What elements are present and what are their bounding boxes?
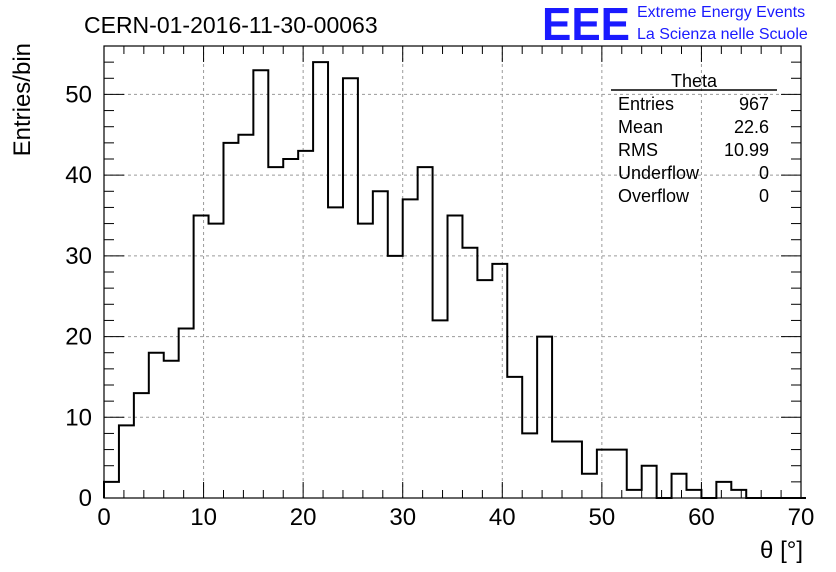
stats-rms-value: 10.99: [724, 140, 769, 160]
histogram-bin: [268, 167, 283, 498]
histogram-bin: [179, 329, 194, 499]
eee-logo-line1: Extreme Energy Events: [637, 4, 805, 21]
histogram-bin: [119, 425, 134, 498]
x-tick-label: 60: [688, 504, 715, 531]
histogram-bin: [477, 280, 492, 498]
histogram-bin: [597, 450, 612, 498]
stats-mean-label: Mean: [618, 117, 663, 137]
histogram-bin: [507, 377, 522, 498]
grid-lines: [104, 46, 801, 498]
histogram-bin: [373, 191, 388, 498]
histogram-bin: [209, 224, 224, 498]
histogram-bin: [343, 78, 358, 498]
x-tick-label: 70: [788, 504, 815, 531]
stats-underflow-label: Underflow: [618, 163, 700, 183]
histogram-bin: [223, 143, 238, 498]
y-axis-label: Entries/bin: [9, 43, 36, 156]
y-tick-label: 0: [79, 485, 92, 512]
stats-box: Theta Entries 967 Mean 22.6 RMS 10.99 Un…: [611, 71, 777, 206]
histogram-bin: [582, 474, 597, 498]
eee-logo-text: EEE: [542, 0, 630, 50]
histogram-bin: [716, 482, 731, 498]
histogram-bin: [403, 199, 418, 498]
histogram-bin: [612, 450, 627, 498]
y-tick-label: 30: [65, 243, 92, 270]
histogram-bin: [418, 167, 433, 498]
histogram-bin: [104, 482, 119, 498]
stats-overflow-label: Overflow: [618, 186, 690, 206]
histogram-bin: [642, 466, 657, 498]
y-tick-label: 10: [65, 404, 92, 431]
stats-entries-value: 967: [739, 94, 769, 114]
histogram-bin: [627, 490, 642, 498]
histogram-bin: [238, 135, 253, 498]
stats-mean-value: 22.6: [734, 117, 769, 137]
stats-title: Theta: [671, 71, 718, 91]
histogram-bin: [134, 393, 149, 498]
histogram-bin: [253, 70, 268, 498]
run-title: CERN-01-2016-11-30-00063: [84, 12, 378, 38]
histogram-bin: [462, 248, 477, 498]
stats-overflow-value: 0: [759, 186, 769, 206]
stats-rms-label: RMS: [618, 140, 658, 160]
x-tick-label: 40: [489, 504, 516, 531]
histogram-bin: [448, 216, 463, 499]
x-tick-label: 50: [589, 504, 616, 531]
histogram-bin: [433, 320, 448, 498]
histogram-bin: [283, 159, 298, 498]
histogram-bin: [492, 264, 507, 498]
histogram-bin: [358, 224, 373, 498]
axis-ticks: [103, 45, 802, 499]
y-tick-label: 50: [65, 81, 92, 108]
histogram-bin: [328, 207, 343, 498]
plot-frame: [103, 45, 802, 499]
histogram-bin: [164, 361, 179, 498]
histogram-bin: [567, 442, 582, 499]
histogram-bin: [686, 490, 701, 498]
histogram-bin: [149, 353, 164, 498]
stats-underflow-value: 0: [759, 163, 769, 183]
y-tick-label: 20: [65, 324, 92, 351]
x-tick-label: 0: [97, 504, 110, 531]
tick-labels: 0 10 20 30 40 50 60 70 0 10 20 30 40 50: [65, 81, 814, 531]
x-tick-label: 20: [290, 504, 317, 531]
histogram-bin: [298, 151, 313, 498]
histogram-bin: [522, 433, 537, 498]
y-tick-label: 40: [65, 162, 92, 189]
histogram-bin: [552, 442, 567, 499]
histogram-bin: [731, 490, 746, 498]
x-tick-label: 30: [389, 504, 416, 531]
histogram-bin: [672, 474, 687, 498]
x-axis-label: θ [°]: [760, 537, 803, 564]
stats-entries-label: Entries: [618, 94, 674, 114]
histogram-bin: [313, 62, 328, 498]
histogram-outline: [103, 61, 806, 499]
histogram-bin: [194, 216, 209, 499]
histogram-bin: [388, 256, 403, 498]
x-tick-label: 10: [190, 504, 217, 531]
eee-logo-line2: La Scienza nelle Scuole: [637, 26, 808, 43]
eee-logo: EEE Extreme Energy Events La Scienza nel…: [542, 0, 808, 50]
